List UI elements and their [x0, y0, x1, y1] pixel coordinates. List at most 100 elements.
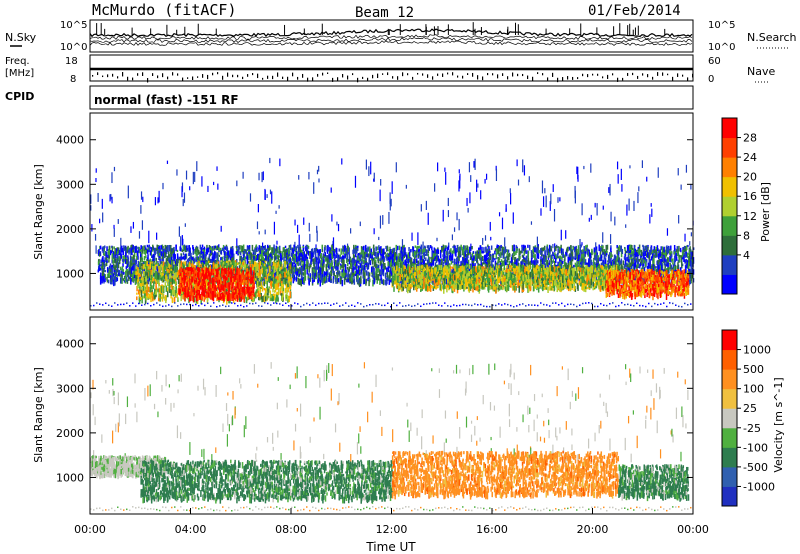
heat-cell — [279, 249, 281, 254]
heat-cell — [657, 249, 660, 253]
heat-cell — [417, 260, 420, 265]
heat-cell — [266, 244, 269, 248]
heat-cell — [218, 254, 221, 258]
heat-cell — [606, 244, 609, 250]
heat-cell — [467, 262, 470, 267]
heat-cell — [574, 262, 577, 268]
heat-cell — [534, 247, 536, 253]
heat-cell — [360, 278, 362, 284]
scatter-cell — [140, 205, 142, 214]
heat-cell — [339, 271, 341, 277]
heat-cell — [312, 274, 314, 278]
heat-cell — [101, 257, 104, 263]
heat-cell — [542, 259, 545, 264]
heat-cell — [424, 263, 426, 268]
scatter-cell — [318, 178, 320, 183]
heat-cell — [509, 254, 511, 257]
heat-cell — [583, 245, 585, 253]
scatter-cell — [425, 200, 427, 210]
scatter-cell — [495, 168, 498, 182]
heat-cell — [515, 251, 517, 255]
scatter-cell — [389, 192, 391, 204]
scatter-cell — [316, 230, 318, 242]
nave-mark — [447, 72, 449, 75]
scatter-cell — [638, 186, 640, 192]
heat-cell — [659, 265, 662, 272]
heat-cell — [99, 251, 102, 257]
heat-cell — [390, 254, 392, 257]
heat-cell — [545, 268, 547, 271]
scatter-cell — [262, 171, 264, 181]
nave-mark — [672, 76, 674, 81]
heat-cell — [159, 261, 162, 265]
nave-mark — [357, 77, 359, 83]
heat-cell — [620, 258, 623, 264]
heat-cell — [446, 250, 449, 257]
heat-cell — [356, 278, 358, 282]
heat-cell — [249, 261, 252, 267]
heat-cell — [263, 277, 266, 282]
heat-cell — [181, 249, 184, 253]
nave-mark — [437, 73, 439, 76]
heat-cell — [401, 261, 404, 266]
heat-cell — [203, 250, 206, 256]
heat-cell — [458, 256, 460, 262]
heat-cell — [665, 264, 668, 267]
heat-cell — [521, 254, 524, 258]
heat-cell — [98, 251, 100, 254]
heat-cell — [152, 245, 154, 250]
heat-cell — [399, 250, 402, 257]
nave-mark — [567, 76, 569, 80]
heat-cell — [499, 261, 502, 264]
heat-cell — [347, 274, 349, 280]
heat-cell — [395, 265, 397, 271]
heat-cell — [115, 261, 117, 268]
heat-cell — [137, 246, 139, 250]
heat-cell — [302, 272, 305, 276]
heat-cell — [479, 257, 481, 261]
nave-mark — [522, 73, 524, 77]
heat-cell — [283, 246, 285, 251]
scatter-cell — [458, 180, 460, 192]
heat-cell — [560, 244, 562, 251]
heat-cell — [412, 251, 415, 258]
heat-cell — [598, 244, 600, 252]
heat-cell — [155, 248, 158, 251]
heat-cell — [598, 263, 601, 268]
nave-mark — [127, 76, 129, 81]
heat-cell — [162, 256, 165, 263]
heat-cell — [294, 267, 296, 273]
heat-cell — [193, 258, 196, 264]
heat-cell — [467, 252, 470, 256]
heat-cell — [138, 266, 140, 272]
scatter-cell — [684, 233, 686, 242]
heat-cell — [632, 264, 635, 270]
heat-cell — [632, 268, 634, 272]
heat-cell — [344, 250, 347, 254]
scatter-cell — [294, 241, 296, 250]
scatter-cell — [242, 171, 244, 179]
nave-mark — [487, 73, 489, 76]
scatter-cell — [628, 198, 630, 211]
heat-cell — [438, 258, 440, 266]
heat-cell — [240, 255, 243, 263]
nave-mark — [512, 72, 514, 77]
heat-cell — [417, 254, 419, 258]
heat-cell — [345, 275, 347, 281]
heat-cell — [148, 273, 150, 280]
heat-cell — [337, 257, 339, 263]
heat-cell — [293, 271, 295, 275]
heat-cell — [541, 258, 543, 263]
heat-cell — [305, 246, 307, 252]
heat-cell — [542, 247, 545, 252]
heat-cell — [509, 260, 512, 264]
heat-cell — [126, 247, 128, 254]
nave-mark — [422, 73, 424, 76]
scatter-cell — [595, 242, 597, 256]
heat-cell — [113, 269, 116, 275]
scatter-cell — [602, 232, 604, 243]
heat-cell — [540, 247, 543, 251]
heat-cell — [626, 264, 629, 268]
heat-cell — [400, 256, 402, 261]
nave-mark — [477, 75, 479, 80]
